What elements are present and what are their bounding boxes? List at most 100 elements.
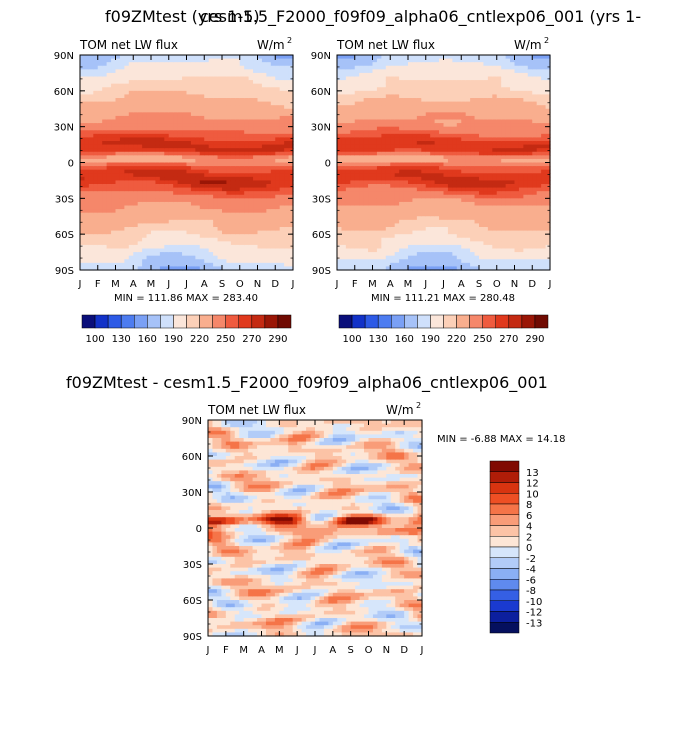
heatmap-cell	[262, 249, 267, 253]
heatmap-cell	[364, 134, 369, 138]
heatmap-cell	[341, 80, 346, 84]
heatmap-cell	[373, 155, 378, 159]
heatmap-cell	[84, 152, 89, 156]
heatmap-cell	[151, 120, 156, 124]
heatmap-cell	[435, 109, 440, 113]
heatmap-cell	[226, 109, 231, 113]
heatmap-cell	[390, 66, 395, 70]
heatmap-cell	[426, 59, 431, 63]
heatmap-cell	[377, 209, 382, 213]
heatmap-cell	[160, 152, 165, 156]
heatmap-cell	[417, 148, 422, 152]
heatmap-cell	[258, 241, 263, 245]
heatmap-cell	[430, 166, 435, 170]
heatmap-cell	[178, 216, 183, 220]
heatmap-cell	[173, 245, 178, 249]
heatmap-cell	[399, 206, 404, 210]
heatmap-cell	[350, 94, 355, 98]
heatmap-cell	[399, 62, 404, 66]
heatmap-cell	[444, 231, 449, 235]
heatmap-cell	[258, 213, 263, 217]
heatmap-cell	[178, 134, 183, 138]
heatmap-cell	[111, 102, 116, 106]
heatmap-cell	[266, 245, 271, 249]
heatmap-cell	[204, 87, 209, 91]
heatmap-cell	[341, 263, 346, 267]
heatmap-cell	[182, 148, 187, 152]
heatmap-cell	[457, 198, 462, 202]
heatmap-cell	[253, 73, 258, 77]
heatmap-cell	[439, 231, 444, 235]
heatmap-cell	[235, 195, 240, 199]
heatmap-cell	[160, 94, 165, 98]
heatmap-cell	[231, 137, 236, 141]
heatmap-cell	[421, 141, 426, 145]
heatmap-cell	[204, 77, 209, 81]
heatmap-cell	[377, 198, 382, 202]
heatmap-cell	[129, 105, 134, 109]
heatmap-cell	[337, 223, 342, 227]
heatmap-cell	[138, 130, 143, 134]
heatmap-cell	[191, 177, 196, 181]
heatmap-cell	[417, 213, 422, 217]
heatmap-cell	[204, 130, 209, 134]
heatmap-cell	[93, 231, 98, 235]
heatmap-cell	[350, 180, 355, 184]
heatmap-cell	[258, 191, 263, 195]
heatmap-cell	[483, 73, 488, 77]
heatmap-cell	[284, 223, 289, 227]
heatmap-cell	[475, 152, 480, 156]
heatmap-cell	[359, 227, 364, 231]
heatmap-cell	[151, 87, 156, 91]
heatmap-cell	[151, 231, 156, 235]
heatmap-cell	[412, 112, 417, 116]
heatmap-cell	[373, 227, 378, 231]
heatmap-cell	[191, 259, 196, 263]
heatmap-cell	[191, 87, 196, 91]
heatmap-cell	[275, 173, 280, 177]
heatmap-cell	[275, 94, 280, 98]
heatmap-cell	[93, 141, 98, 145]
heatmap-cell	[222, 102, 227, 106]
heatmap-cell	[124, 102, 129, 106]
heatmap-cell	[102, 238, 107, 242]
heatmap-cell	[381, 112, 386, 116]
heatmap-cell	[142, 195, 147, 199]
heatmap-cell	[439, 91, 444, 95]
heatmap-cell	[448, 112, 453, 116]
heatmap-cell	[359, 84, 364, 88]
heatmap-cell	[337, 130, 342, 134]
heatmap-cell	[173, 263, 178, 267]
heatmap-cell	[151, 55, 156, 59]
heatmap-cell	[430, 188, 435, 192]
heatmap-cell	[368, 98, 373, 102]
heatmap-cell	[284, 259, 289, 263]
heatmap-cell	[399, 263, 404, 267]
heatmap-cell	[93, 120, 98, 124]
heatmap-cell	[231, 227, 236, 231]
heatmap-cell	[266, 120, 271, 124]
heatmap-cell	[187, 152, 192, 156]
heatmap-cell	[435, 116, 440, 120]
heatmap-cell	[461, 66, 466, 70]
heatmap-cell	[404, 227, 409, 231]
heatmap-cell	[191, 252, 196, 256]
heatmap-cell	[98, 195, 103, 199]
heatmap-cell	[452, 209, 457, 213]
heatmap-cell	[187, 91, 192, 95]
heatmap-cell	[209, 148, 214, 152]
heatmap-cell	[430, 184, 435, 188]
heatmap-cell	[160, 206, 165, 210]
heatmap-cell	[191, 234, 196, 238]
heatmap-cell	[266, 241, 271, 245]
heatmap-cell	[258, 209, 263, 213]
heatmap-cell	[337, 238, 342, 242]
heatmap-cell	[111, 238, 116, 242]
heatmap-cell	[173, 195, 178, 199]
heatmap-cell	[195, 137, 200, 141]
heatmap-cell	[169, 198, 174, 202]
heatmap-cell	[169, 105, 174, 109]
heatmap-cell	[93, 166, 98, 170]
heatmap-cell	[377, 91, 382, 95]
heatmap-cell	[84, 69, 89, 73]
